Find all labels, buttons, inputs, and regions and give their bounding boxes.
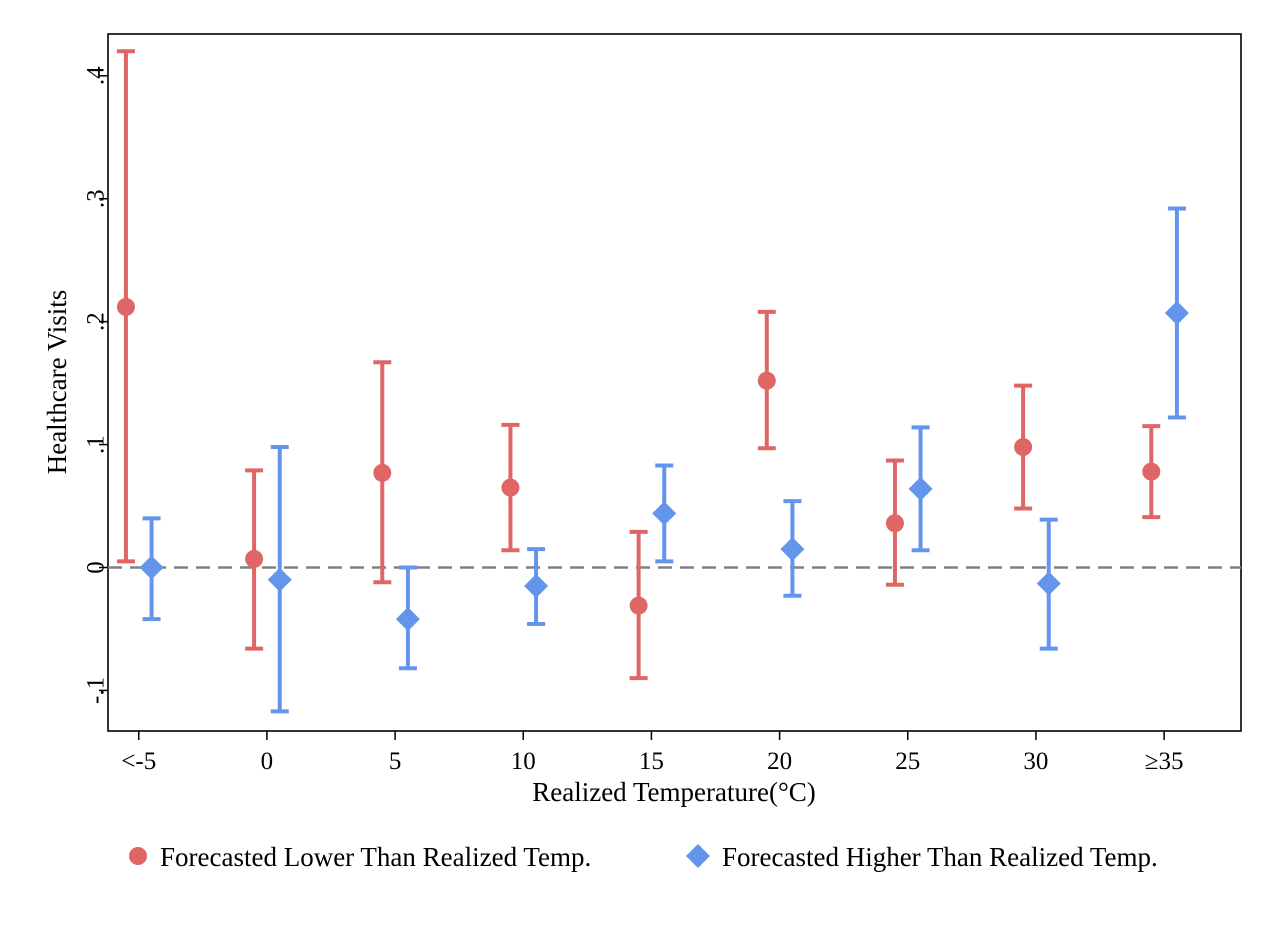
- point-marker: [1164, 301, 1189, 326]
- point-marker: [501, 478, 520, 497]
- point-marker: [373, 463, 392, 482]
- x-tick-label: 30: [1023, 748, 1048, 775]
- point-marker: [1014, 438, 1033, 457]
- point-marker: [780, 537, 805, 562]
- point-marker: [652, 501, 677, 526]
- plot-frame: [107, 33, 1242, 732]
- point-marker: [1142, 462, 1161, 481]
- y-axis-title: Healthcare Visits: [42, 290, 72, 475]
- x-tick-label: ≥35: [1145, 748, 1184, 775]
- y-tick-label: -.1: [83, 677, 110, 704]
- x-tick-label: 20: [767, 748, 792, 775]
- y-axis: -.1 0 .1 .2 .3 .4: [83, 66, 110, 704]
- point-marker: [139, 555, 164, 580]
- point-marker: [245, 549, 264, 568]
- point-marker: [395, 607, 420, 632]
- point-marker: [116, 297, 135, 316]
- y-tick-label: .4: [83, 66, 110, 85]
- point-marker: [267, 567, 292, 592]
- legend: Forecasted Lower Than Realized Temp. For…: [129, 842, 1158, 872]
- x-axis-title: Realized Temperature(°C): [532, 777, 816, 807]
- data-marks: [116, 49, 1189, 714]
- x-tick-label: 25: [895, 748, 920, 775]
- series-forecast-lower: [116, 49, 1161, 681]
- x-axis: <-5 0 5 10 15 20 25 30 ≥35: [121, 731, 1183, 775]
- legend-circle-marker: [129, 847, 147, 865]
- point-marker: [908, 476, 933, 501]
- y-tick-label: .1: [83, 435, 110, 454]
- legend-label-lower: Forecasted Lower Than Realized Temp.: [160, 842, 591, 872]
- y-tick-label: 0: [83, 561, 110, 574]
- legend-diamond-marker: [686, 844, 710, 868]
- point-marker: [885, 514, 904, 533]
- x-tick-label: 10: [511, 748, 536, 775]
- x-tick-label: 15: [639, 748, 664, 775]
- point-marker: [757, 371, 776, 390]
- x-tick-label: 0: [261, 748, 274, 775]
- y-tick-label: .2: [83, 312, 110, 331]
- x-tick-label: 5: [389, 748, 402, 775]
- point-marker: [524, 573, 549, 598]
- point-marker: [629, 596, 648, 615]
- series-forecast-higher: [139, 206, 1189, 714]
- legend-label-higher: Forecasted Higher Than Realized Temp.: [722, 842, 1158, 872]
- x-tick-label: <-5: [121, 748, 156, 775]
- y-tick-label: .3: [83, 189, 110, 208]
- point-marker: [1036, 571, 1061, 596]
